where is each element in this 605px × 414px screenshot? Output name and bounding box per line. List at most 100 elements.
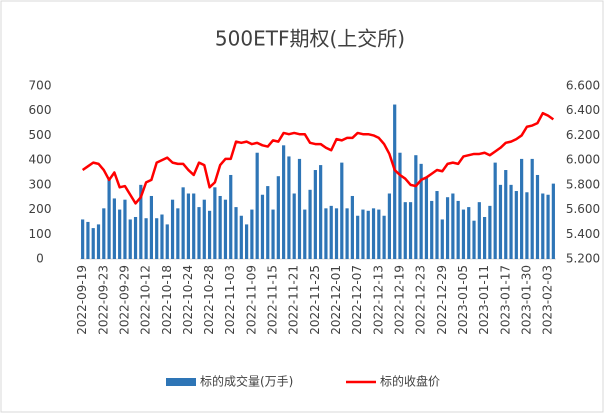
bar (271, 209, 275, 259)
bar (445, 197, 450, 259)
bar (440, 219, 444, 259)
y-tick-label: 700 (29, 79, 52, 93)
bar (324, 208, 328, 259)
bar (250, 209, 254, 259)
bar (128, 219, 132, 259)
bar (430, 200, 434, 259)
bar (371, 208, 376, 259)
bar (207, 210, 212, 259)
bar (493, 162, 497, 259)
x-tick-label: 2022-10-28 (202, 265, 216, 335)
bar (419, 163, 423, 259)
bar (546, 194, 550, 259)
bar (340, 162, 344, 259)
bar (403, 202, 407, 259)
y-tick-label: 100 (29, 227, 52, 241)
bar (86, 221, 90, 259)
y-tick-label: 200 (29, 202, 52, 216)
bar (287, 156, 291, 259)
bar (541, 193, 545, 259)
bar (245, 224, 249, 259)
bar (107, 177, 111, 259)
bar (488, 205, 492, 259)
bar (520, 158, 524, 259)
bar (483, 216, 487, 259)
bar (297, 158, 302, 259)
x-tick-label: 2023-01-11 (477, 265, 491, 335)
x-tick-label: 2023-01-05 (456, 265, 470, 335)
bar (112, 198, 116, 259)
y2-tick-label: 6.600 (566, 79, 600, 93)
chart-title: 500ETF期权(上交所) (215, 27, 405, 51)
bar (81, 219, 85, 259)
y-tick-label: 0 (36, 252, 44, 266)
x-tick-label: 2022-11-25 (308, 265, 322, 335)
bar (239, 215, 243, 259)
bar (234, 207, 238, 259)
bar (366, 210, 370, 259)
bar (192, 193, 196, 259)
bar (91, 228, 95, 259)
bar (319, 165, 323, 259)
bar (223, 199, 228, 259)
x-tick-label: 2023-01-30 (519, 265, 533, 335)
x-tick-label: 2022-10-12 (139, 265, 153, 335)
legend-swatch (166, 378, 196, 386)
bar (514, 191, 518, 259)
bar (186, 193, 191, 259)
y-tick-label: 400 (29, 153, 52, 167)
bar (345, 208, 349, 259)
x-tick-label: 2022-12-23 (414, 265, 428, 335)
y2-tick-label: 5.200 (566, 252, 600, 266)
bar (96, 224, 101, 259)
bar (170, 199, 175, 259)
x-tick-label: 2022-11-03 (223, 265, 237, 335)
bar (139, 184, 143, 259)
x-tick-label: 2023-01-17 (498, 265, 512, 335)
bar (160, 214, 164, 259)
x-tick-label: 2022-12-01 (329, 265, 343, 335)
y2-tick-label: 6.400 (566, 103, 600, 117)
x-tick-label: 2022-09-19 (75, 265, 89, 335)
bar (213, 187, 217, 259)
bar (149, 195, 153, 259)
x-tick-label: 2022-12-07 (350, 265, 364, 335)
bar (498, 184, 503, 259)
bar (218, 195, 222, 259)
bar (509, 184, 513, 259)
bar (472, 220, 476, 259)
bar (255, 152, 259, 259)
bar (377, 209, 381, 259)
bar (551, 183, 555, 259)
bar (181, 187, 185, 259)
x-tick-label: 2023-02-03 (541, 265, 555, 335)
bar (133, 216, 138, 259)
y2-tick-label: 5.400 (566, 227, 600, 241)
y2-tick-label: 5.600 (566, 202, 600, 216)
x-tick-label: 2022-11-21 (287, 265, 301, 335)
bar (303, 209, 307, 259)
x-tick-label: 2022-12-29 (435, 265, 449, 335)
bar (408, 202, 413, 259)
bar (361, 209, 365, 259)
y2-tick-label: 6.000 (566, 153, 600, 167)
bar (266, 186, 270, 259)
bar (456, 200, 460, 259)
x-tick-label: 2022-10-18 (160, 265, 174, 335)
bar (535, 174, 540, 259)
bar (414, 155, 418, 259)
bar (525, 192, 529, 259)
bar (165, 224, 169, 259)
bar (155, 218, 159, 259)
bar (102, 208, 106, 259)
bar (467, 207, 471, 259)
bar (329, 205, 333, 259)
bar (118, 209, 122, 259)
bar (334, 208, 339, 259)
x-tick-label: 2022-09-23 (96, 265, 110, 335)
x-tick-label: 2022-11-09 (244, 265, 258, 335)
bar (451, 193, 455, 259)
bar (260, 194, 265, 259)
